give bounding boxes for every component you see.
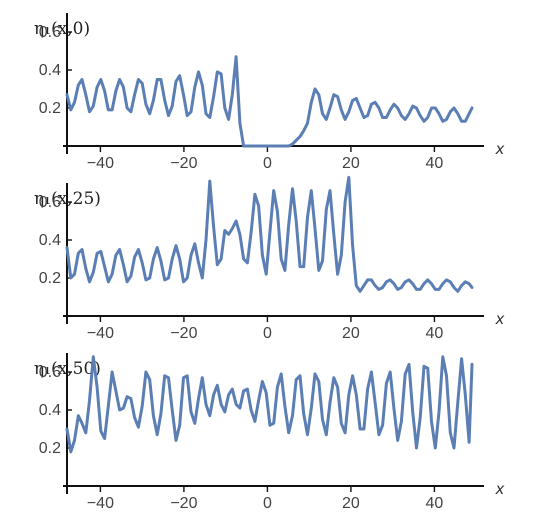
chart-panel: η₁(x,0) −40 −20 0 20 40 0.2 0.4 0.6 x: [34, 13, 505, 172]
x-tick-label: −20: [170, 155, 197, 172]
x-axis-label: x: [495, 310, 505, 328]
chart-panel: η₁(x,50)−40 −20 0 20 400.20.40.6x: [34, 353, 505, 512]
y-tick-label: 0.4: [39, 232, 61, 249]
series-line: [65, 175, 474, 293]
x-tick-label: −40: [87, 325, 114, 342]
x-tick-label: 0: [263, 495, 272, 512]
x-tick-label: 20: [342, 325, 360, 342]
x-tick-label: 40: [426, 155, 444, 172]
y-tick-label: 0.4: [39, 62, 61, 79]
x-tick-label: 20: [342, 495, 360, 512]
series-line: [65, 55, 474, 148]
y-tick-label: 0.2: [39, 270, 61, 287]
y-tick-label: 0.2: [39, 440, 61, 457]
panel-title: η₁(x,0): [34, 19, 90, 39]
x-tick-label: −40: [87, 155, 114, 172]
y-tick-label: 0.6: [39, 364, 61, 381]
y-tick-label: 0.4: [39, 402, 61, 419]
x-tick-label: −20: [170, 325, 197, 342]
x-tick-label: 40: [426, 325, 444, 342]
y-tick-label: 0.2: [39, 100, 61, 117]
x-tick-label: −20: [170, 495, 197, 512]
series-line: [65, 355, 474, 454]
x-axis-label: x: [495, 480, 505, 498]
x-axis-label: x: [495, 140, 505, 158]
y-tick-label: 0.6: [39, 194, 61, 211]
y-tick-label: 0.6: [39, 24, 61, 41]
x-tick-label: 40: [426, 495, 444, 512]
x-tick-label: −40: [87, 495, 114, 512]
chart-panel: η₁(x,25)−40 −20 0 20 400.20.40.6x: [34, 175, 505, 342]
x-tick-label: 0: [263, 155, 272, 172]
x-tick-label: 0: [263, 325, 272, 342]
x-tick-label: 20: [342, 155, 360, 172]
